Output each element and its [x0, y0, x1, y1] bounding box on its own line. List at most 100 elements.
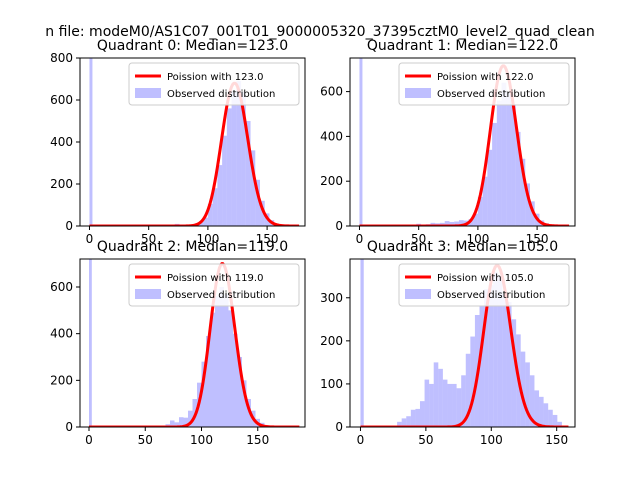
- histogram-bar: [217, 165, 223, 226]
- histogram-bar: [465, 353, 471, 427]
- histogram-bar: [484, 289, 489, 427]
- histogram-bar: [170, 420, 175, 427]
- histogram-bar: [415, 408, 420, 427]
- histogram-bar: [215, 296, 220, 427]
- histogram-bar: [552, 414, 558, 427]
- histogram-bar: [440, 222, 445, 226]
- poisson-curve: [360, 263, 569, 427]
- legend: Poission with 105.0 Observed distribution: [398, 263, 570, 307]
- histogram-bar: [456, 388, 462, 427]
- histogram-bar: [548, 409, 553, 427]
- histogram-bar-zero: [89, 58, 93, 226]
- legend: Poission with 119.0 Observed distribution: [128, 263, 300, 307]
- histogram-bar: [201, 361, 206, 427]
- histogram-bar: [515, 131, 521, 226]
- histogram-bar: [406, 416, 411, 427]
- x-tick-label: 100: [190, 433, 213, 447]
- histogram-bar: [401, 418, 407, 427]
- x-tick-label: 50: [411, 232, 426, 246]
- legend-entry-poisson: Poission with 119.0: [167, 273, 263, 284]
- histogram-bar: [424, 379, 430, 427]
- y-tick-label: 600: [50, 280, 73, 294]
- x-tick-label: 0: [356, 232, 364, 246]
- histogram-bar: [479, 306, 485, 427]
- y-tick-label: 600: [320, 85, 343, 99]
- histogram-bar: [492, 122, 497, 226]
- histogram-bar: [179, 417, 184, 427]
- x-tick-label: 0: [86, 232, 94, 246]
- x-tick-label: 0: [357, 433, 365, 447]
- histogram-bar: [210, 312, 215, 427]
- x-tick-label: 150: [545, 433, 568, 447]
- histogram-bar: [228, 310, 233, 427]
- axes-frame: [349, 57, 576, 227]
- axes-frame: [79, 258, 306, 428]
- histogram-bar: [198, 222, 204, 226]
- legend-entry-poisson: Poission with 123.0: [167, 72, 263, 83]
- histogram-bar: [233, 333, 238, 427]
- subplot-title: Quadrant 3: Median=105.0: [367, 239, 558, 255]
- histogram-bar: [260, 200, 265, 226]
- x-tick-label: 150: [256, 232, 279, 246]
- histogram-bar: [506, 302, 512, 427]
- histogram-bar: [454, 221, 459, 226]
- histogram-bar: [207, 203, 213, 226]
- legend-bar-swatch: [135, 289, 161, 299]
- histogram-bar-zero: [360, 259, 364, 427]
- histogram-bar: [219, 287, 224, 427]
- legend-entry-observed: Observed distribution: [167, 290, 275, 301]
- histogram-bar: [525, 362, 530, 427]
- plot-area: [88, 259, 300, 427]
- histogram-bar: [520, 351, 526, 427]
- legend-entry-observed: Observed distribution: [437, 290, 545, 301]
- poisson-curve: [359, 64, 570, 226]
- legend-box: [398, 263, 570, 307]
- legend-box: [398, 62, 570, 106]
- histogram-bar: [206, 336, 211, 427]
- poisson-curve: [89, 81, 300, 226]
- histogram-bar: [477, 196, 483, 226]
- poisson-curve: [88, 262, 300, 427]
- histogram-bar: [429, 383, 434, 427]
- histogram-bar: [488, 284, 494, 427]
- histogram-bar: [245, 121, 251, 226]
- subplot-title: Quadrant 2: Median=119.0: [97, 239, 288, 255]
- y-tick-label: 400: [50, 135, 73, 149]
- legend-entry-observed: Observed distribution: [167, 89, 275, 100]
- histogram-bar: [241, 91, 246, 226]
- histogram-bar: [482, 176, 488, 226]
- y-tick-label: 100: [320, 377, 343, 391]
- histogram-bar: [534, 390, 540, 427]
- histogram-bar: [250, 150, 256, 226]
- histogram-bar: [502, 293, 507, 427]
- legend-entry-observed: Observed distribution: [437, 89, 545, 100]
- histogram-bar: [203, 217, 208, 226]
- histogram-bar: [525, 183, 530, 226]
- histogram-bar: [438, 368, 443, 427]
- histogram-bar: [430, 222, 436, 226]
- histogram-bar: [511, 319, 517, 427]
- histogram-bar: [444, 221, 450, 226]
- histogram-bar: [543, 403, 549, 427]
- legend-bar-swatch: [405, 88, 431, 98]
- histogram-bar: [497, 276, 503, 427]
- legend-entry-poisson: Poission with 122.0: [437, 72, 533, 83]
- legend-bar-swatch: [405, 289, 431, 299]
- plot-area: [89, 58, 300, 226]
- histogram-bar: [470, 336, 475, 427]
- histogram-bar: [237, 357, 242, 427]
- histogram-bar: [461, 375, 466, 427]
- x-tick-label: 50: [141, 232, 156, 246]
- histogram-bar: [224, 294, 229, 427]
- plot-area: [359, 58, 570, 226]
- subplot-2: 0 50 100 150 0 200 400 600 Quadrant 2: Median=11…: [50, 239, 306, 447]
- y-tick-label: 600: [50, 93, 73, 107]
- legend-bar-swatch: [135, 88, 161, 98]
- histogram-bar: [222, 135, 227, 226]
- subplot-0: 0 50 100 150 0 200 400 600 800 Quadrant 0: Median…: [50, 38, 306, 246]
- y-tick-label: 0: [65, 420, 73, 434]
- histogram-bar: [442, 379, 448, 427]
- x-tick-label: 100: [466, 232, 489, 246]
- x-tick-label: 50: [138, 433, 153, 447]
